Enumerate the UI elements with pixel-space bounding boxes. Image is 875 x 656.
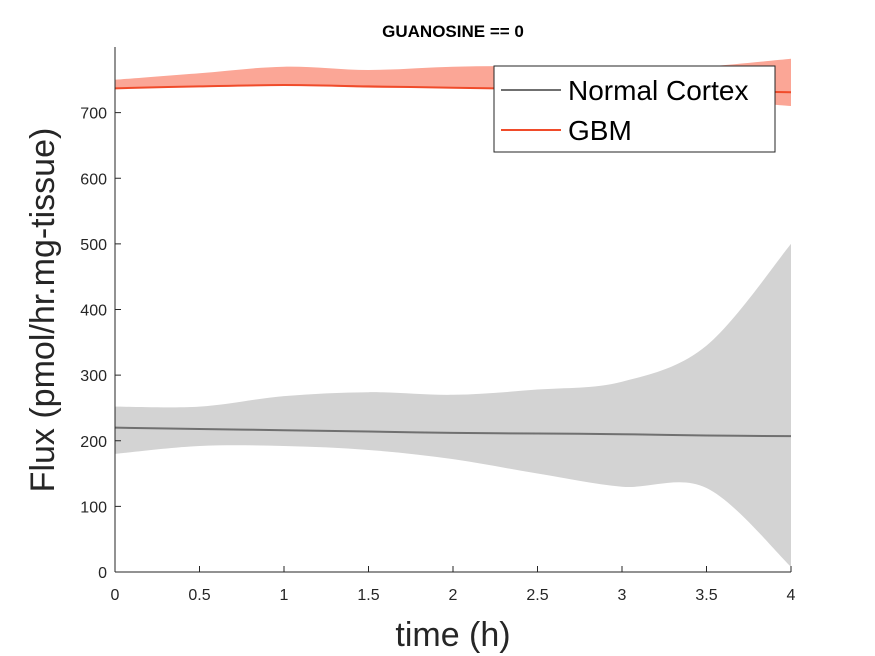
y-tick-label: 600 [80,171,107,188]
band-normal-cortex [115,243,791,567]
legend-label-gbm: GBM [568,115,632,146]
chart-title: GUANOSINE == 0 [382,22,524,41]
y-tick-label: 300 [80,368,107,385]
x-tick-label: 2 [449,587,458,604]
x-tick-label: 3.5 [695,587,717,604]
legend: Normal Cortex GBM [493,65,776,153]
x-axis-title: time (h) [395,616,510,654]
y-tick-label: 0 [98,565,107,582]
x-tick-label: 0 [111,587,120,604]
y-tick-label: 100 [80,499,107,516]
x-tick-label: 4 [787,587,796,604]
y-ticks: 0 100 200 300 400 500 600 700 [80,106,121,582]
x-ticks: 0 0.5 1 1.5 2 2.5 3 3.5 4 [111,566,796,604]
y-tick-label: 200 [80,434,107,451]
x-tick-label: 1 [280,587,289,604]
y-tick-label: 700 [80,106,107,123]
x-tick-label: 0.5 [188,587,210,604]
x-tick-label: 1.5 [357,587,379,604]
x-tick-label: 2.5 [526,587,548,604]
legend-box [493,65,776,153]
x-tick-label: 3 [618,587,627,604]
line-normal-cortex [114,426,792,438]
y-tick-label: 500 [80,237,107,254]
y-axis-title: Flux (pmol/hr.mg-tissue) [24,128,62,493]
legend-label-normal-cortex: Normal Cortex [568,75,748,106]
y-tick-label: 400 [80,303,107,320]
